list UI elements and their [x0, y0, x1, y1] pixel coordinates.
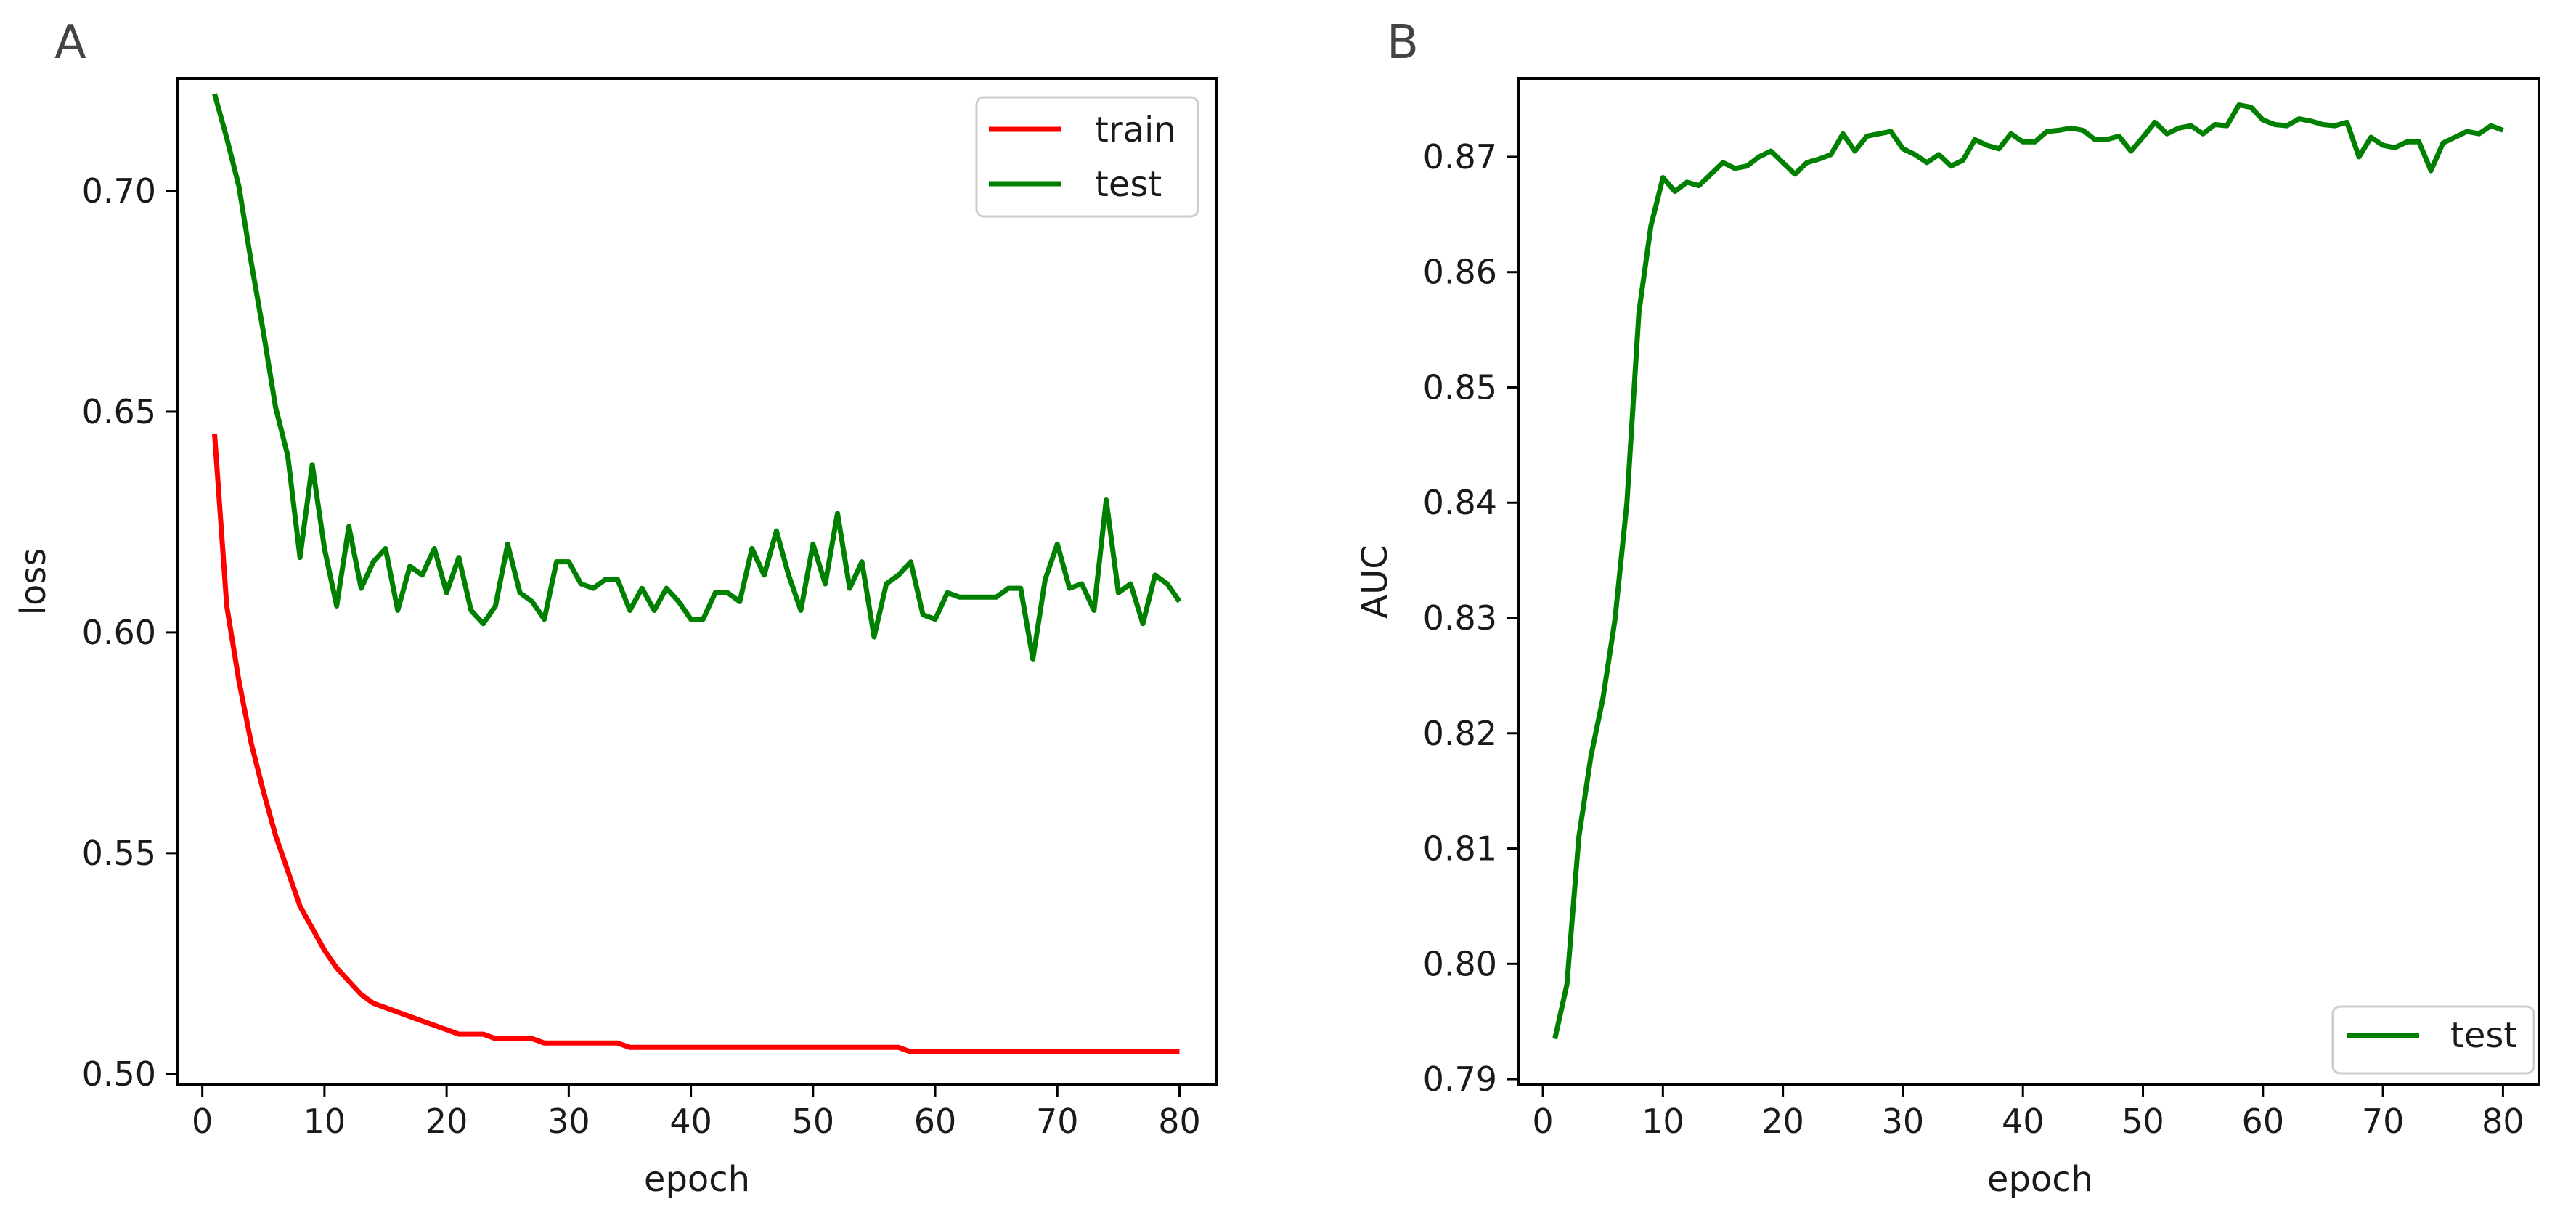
- panel-a-x-tick-label: 0: [192, 1102, 213, 1141]
- panel-a-series-train-line: [212, 434, 1180, 1054]
- panel-b-y-tick-label: 0.79: [1423, 1060, 1497, 1099]
- panel-a-x-tick-label: 50: [792, 1102, 835, 1141]
- panel-b-x-tick-label: 80: [2482, 1102, 2524, 1141]
- panel-a-y-tick-label: 0.70: [82, 171, 156, 211]
- panel-a-y-tick-label: 0.60: [82, 613, 156, 652]
- panel-b-x-tick-label: 0: [1532, 1102, 1553, 1141]
- panel-a-x-tick-label: 20: [425, 1102, 468, 1141]
- panel-b-y-axis-label: AUC: [1355, 545, 1395, 618]
- panel-a-legend: train test: [975, 96, 1199, 218]
- panel-a-x-tick-label: 70: [1036, 1102, 1079, 1141]
- panel-a-x-tick-label: 60: [914, 1102, 957, 1141]
- panel-a-x-tick-label: 30: [547, 1102, 590, 1141]
- panel-b-y-axis: 0.79 0.80 0.81 0.82 0.83 0.84 0.85 0.86 0.87: [1423, 137, 1519, 1099]
- panel-a-x-tick-label: 10: [303, 1102, 346, 1141]
- panel-b-x-axis: 0 10 20 30 40 50 60 70 80: [1532, 1085, 2524, 1141]
- panel-a-x-axis-label: epoch: [644, 1159, 750, 1200]
- panel-b-y-tick-label: 0.82: [1423, 714, 1497, 753]
- panel-b-x-tick-label: 30: [1882, 1102, 1925, 1141]
- panel-b-y-tick-label: 0.85: [1423, 367, 1497, 407]
- panel-a-y-axis-label: loss: [13, 548, 54, 616]
- panel-b-series-test-line: [1552, 102, 2504, 1040]
- panel-b-series: [1552, 102, 2504, 1040]
- panel-b-y-tick-label: 0.80: [1423, 944, 1497, 983]
- panel-a-series: [212, 93, 1182, 1054]
- panel-b-legend-test-label: test: [2450, 1015, 2517, 1056]
- panel-a-x-tick-label: 80: [1158, 1102, 1201, 1141]
- panel-b-legend: test: [2331, 1005, 2535, 1075]
- panel-b-x-tick-label: 60: [2242, 1102, 2285, 1141]
- panel-b-x-tick-label: 50: [2121, 1102, 2164, 1141]
- panel-b-y-tick-label: 0.84: [1423, 483, 1497, 522]
- panel-a-axes-frame: [176, 77, 1218, 1086]
- panel-b-y-tick-label: 0.87: [1423, 137, 1497, 176]
- panel-a-y-tick-label: 0.65: [82, 392, 156, 431]
- panel-a-legend-test-label: test: [1095, 164, 1162, 205]
- panel-b-legend-box: [2331, 1005, 2535, 1075]
- panel-a-y-tick-label: 0.55: [82, 834, 156, 873]
- panel-b: B 0 10 20 30 40 50 60 70 80 0.79 0.80 0.81 0.82 0.83…: [1355, 16, 2540, 1200]
- panel-b-axes-frame: [1517, 77, 2540, 1086]
- panel-a-x-tick-label: 40: [669, 1102, 712, 1141]
- panel-b-letter: B: [1387, 16, 1419, 70]
- panel-b-y-tick-label: 0.86: [1423, 253, 1497, 292]
- panel-a-y-axis: 0.50 0.55 0.60 0.65 0.70: [82, 171, 178, 1094]
- panel-b-x-tick-label: 20: [1761, 1102, 1804, 1141]
- panel-a-letter: A: [54, 16, 86, 70]
- panel-a-legend-train-label: train: [1095, 110, 1176, 150]
- panel-b-y-tick-label: 0.83: [1423, 598, 1497, 638]
- panel-b-x-tick-label: 10: [1642, 1102, 1684, 1141]
- panel-b-y-tick-label: 0.81: [1423, 829, 1497, 869]
- panel-b-x-tick-label: 40: [2002, 1102, 2045, 1141]
- panel-a-x-axis: 0 10 20 30 40 50 60 70 80: [192, 1085, 1201, 1141]
- panel-a-y-tick-label: 0.50: [82, 1054, 156, 1094]
- panel-b-x-tick-label: 70: [2362, 1102, 2405, 1141]
- panel-a-series-test-line: [212, 93, 1182, 662]
- panel-a: A 0 10 20 30 40 50 60 70 80 0.50 0.55 0.60 0.65 0.70…: [13, 16, 1218, 1200]
- panel-b-x-axis-label: epoch: [1987, 1159, 2093, 1200]
